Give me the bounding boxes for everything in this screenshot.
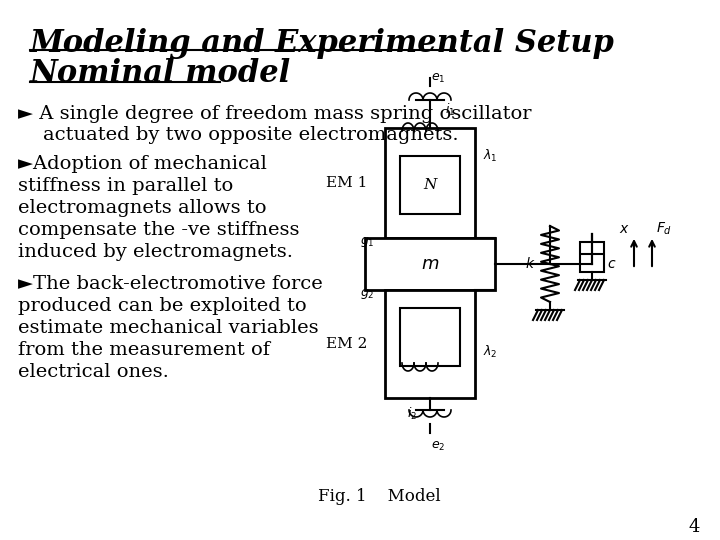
Text: $i_1$: $i_1$: [445, 102, 455, 118]
Text: ► A single degree of freedom mass spring oscillator: ► A single degree of freedom mass spring…: [18, 105, 531, 123]
Text: $\lambda_2$: $\lambda_2$: [482, 344, 498, 360]
Text: $g_2$: $g_2$: [360, 287, 374, 301]
Text: ►The back-electromotive force: ►The back-electromotive force: [18, 275, 323, 293]
Text: $x$: $x$: [618, 222, 629, 236]
Text: actuated by two opposite electromagnets.: actuated by two opposite electromagnets.: [18, 126, 459, 144]
Text: electrical ones.: electrical ones.: [18, 363, 169, 381]
Text: ►Adoption of mechanical: ►Adoption of mechanical: [18, 155, 267, 173]
Text: estimate mechanical variables: estimate mechanical variables: [18, 319, 319, 337]
Text: $e_2$: $e_2$: [431, 440, 445, 453]
Text: $m$: $m$: [421, 255, 439, 273]
Text: $\lambda_1$: $\lambda_1$: [482, 148, 498, 164]
Text: EM 1: EM 1: [326, 176, 368, 190]
Text: $i_2$: $i_2$: [407, 406, 417, 422]
Bar: [385, 290, 475, 398]
Text: compensate the -ve stiffness: compensate the -ve stiffness: [18, 221, 300, 239]
Text: Fig. 1    Model: Fig. 1 Model: [318, 488, 441, 505]
Text: Nominal model: Nominal model: [30, 58, 292, 89]
Text: $c$: $c$: [607, 257, 617, 271]
Bar: [385, 128, 475, 238]
Text: $k$: $k$: [525, 256, 535, 272]
Text: $F_d$: $F_d$: [656, 221, 672, 237]
Bar: [580, 242, 604, 272]
Text: $g_1$: $g_1$: [360, 235, 374, 249]
Text: induced by electromagnets.: induced by electromagnets.: [18, 243, 293, 261]
Text: from the measurement of: from the measurement of: [18, 341, 270, 359]
Text: EM 2: EM 2: [326, 337, 368, 351]
Bar: [400, 308, 460, 366]
Bar: [365, 238, 495, 290]
Text: N: N: [423, 178, 437, 192]
Text: stiffness in parallel to: stiffness in parallel to: [18, 177, 233, 195]
Text: electromagnets allows to: electromagnets allows to: [18, 199, 266, 217]
Bar: [400, 156, 460, 214]
Text: produced can be exploited to: produced can be exploited to: [18, 297, 307, 315]
Text: Modeling and Experimental Setup: Modeling and Experimental Setup: [30, 28, 615, 59]
Text: $e_1$: $e_1$: [431, 71, 445, 85]
Text: 4: 4: [688, 518, 700, 536]
